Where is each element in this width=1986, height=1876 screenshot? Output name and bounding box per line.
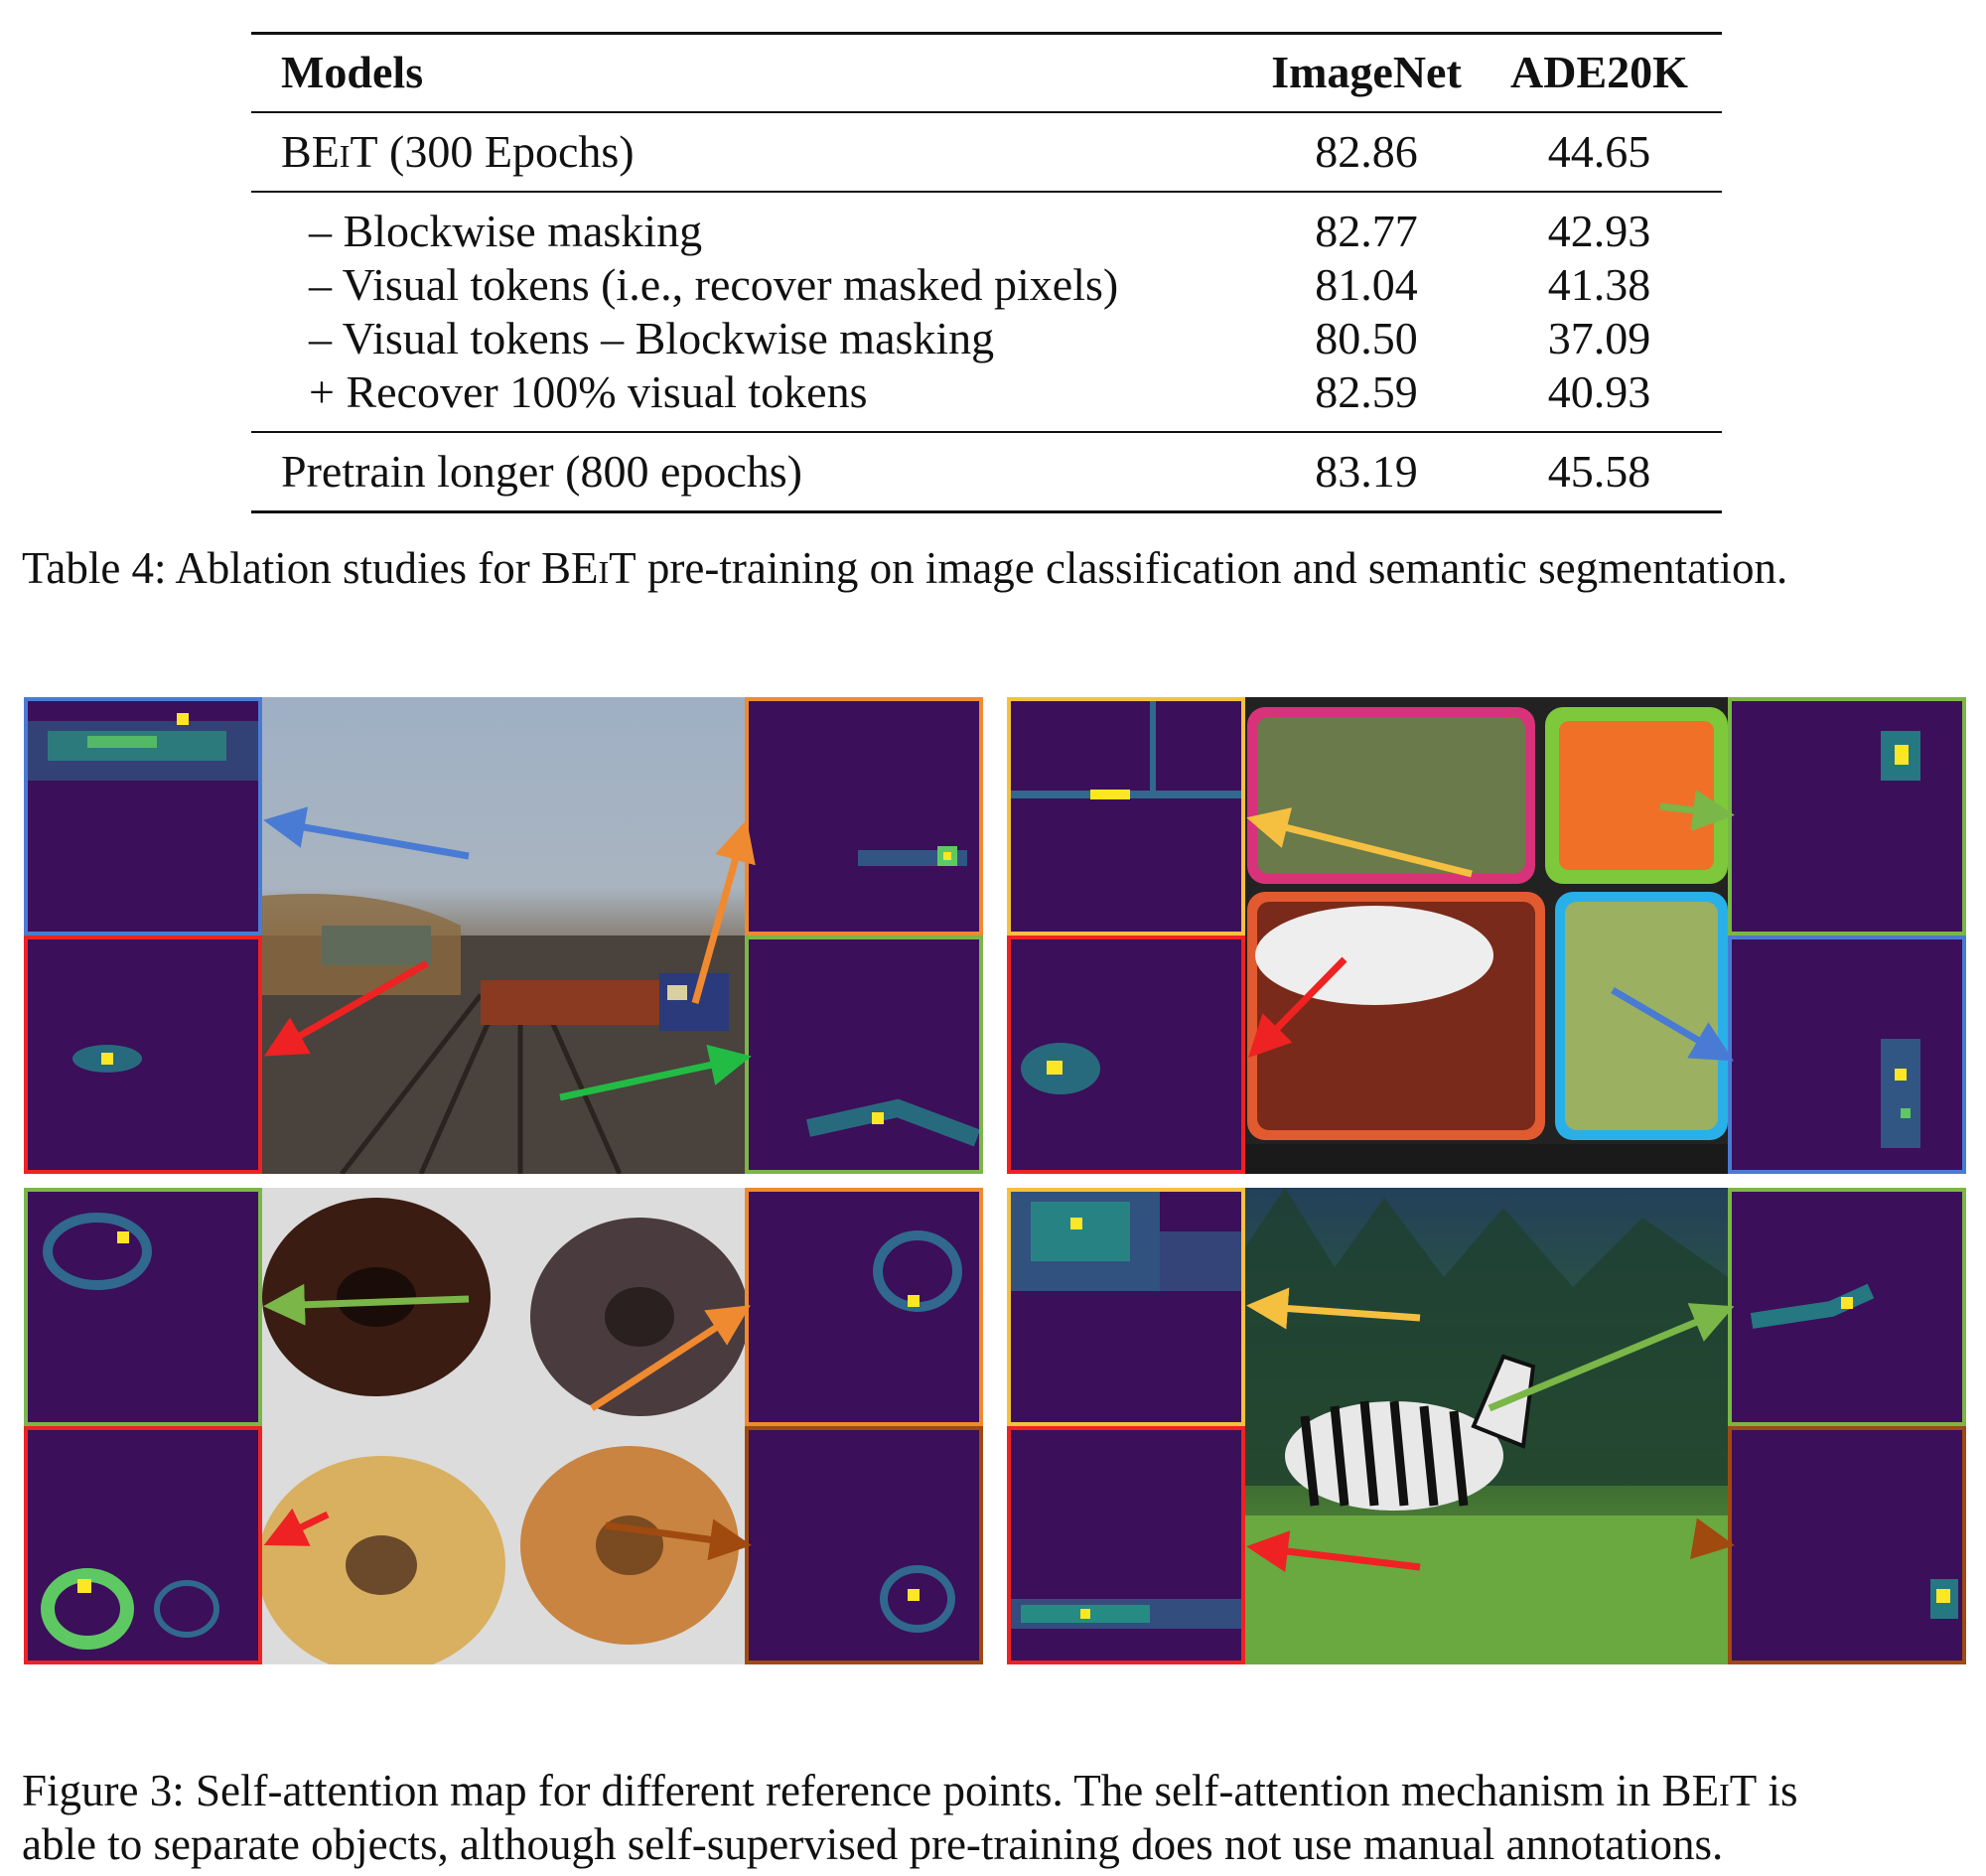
attention-map-top-left bbox=[24, 697, 262, 936]
attention-map-top-left bbox=[24, 1188, 262, 1426]
table-row-longer: Pretrain longer (800 epochs) 83.19 45.58 bbox=[251, 445, 1722, 499]
attention-map-bottom-right bbox=[745, 1426, 983, 1664]
table-header-rule bbox=[251, 111, 1722, 113]
table-mid-rule-2 bbox=[251, 431, 1722, 433]
attention-heatmap bbox=[28, 713, 258, 781]
zebra-scene bbox=[1245, 1188, 1728, 1664]
attention-map-top-left bbox=[1007, 697, 1245, 936]
attention-heatmap bbox=[880, 1565, 955, 1633]
table-row-baseline: BEiT (300 Epochs) 82.86 44.65 bbox=[251, 125, 1722, 179]
attention-heatmap bbox=[873, 1230, 962, 1312]
lunchbox-scene bbox=[1245, 707, 1728, 1174]
attention-heatmap bbox=[1930, 1579, 1958, 1619]
attention-heatmap bbox=[806, 1098, 979, 1147]
attention-heatmap bbox=[1881, 1039, 1920, 1148]
table-mid-rule-1 bbox=[251, 191, 1722, 193]
ablation-ade20k: 42.93 bbox=[1547, 206, 1651, 256]
ablation-imagenet: 82.77 bbox=[1315, 206, 1418, 256]
attention-map-top-right bbox=[745, 1188, 983, 1426]
attention-heatmap bbox=[1011, 1192, 1241, 1291]
attention-heatmap bbox=[1021, 1043, 1100, 1094]
attention-map-top-left bbox=[1007, 1188, 1245, 1426]
table-top-rule bbox=[251, 32, 1722, 35]
train-photo bbox=[262, 697, 745, 1174]
attention-heatmap bbox=[1750, 1283, 1875, 1329]
attention-map-bottom-right bbox=[1728, 936, 1966, 1174]
longer-label: Pretrain longer (800 epochs) bbox=[281, 446, 803, 497]
baseline-imagenet: 82.86 bbox=[1315, 126, 1418, 177]
ablation-label: – Visual tokens (i.e., recover masked pi… bbox=[309, 259, 1119, 310]
attention-map-bottom-left bbox=[1007, 936, 1245, 1174]
table-row: – Visual tokens (i.e., recover masked pi… bbox=[251, 258, 1722, 312]
ablation-label: – Visual tokens – Blockwise masking bbox=[309, 313, 995, 363]
ablation-ade20k: 40.93 bbox=[1547, 366, 1651, 417]
lunchbox-photo bbox=[1245, 697, 1728, 1174]
attention-heatmap bbox=[858, 846, 967, 866]
baseline-label: BEiT (300 Epochs) bbox=[281, 126, 635, 177]
attention-heatmap bbox=[1011, 1599, 1241, 1629]
attention-map-bottom-right bbox=[1728, 1426, 1966, 1664]
ablation-ade20k: 37.09 bbox=[1547, 313, 1651, 363]
attention-map-bottom-left bbox=[1007, 1426, 1245, 1664]
ablation-imagenet: 82.59 bbox=[1315, 366, 1418, 417]
zebra-photo bbox=[1245, 1188, 1728, 1664]
attention-map-top-right bbox=[1728, 1188, 1966, 1426]
figure-caption: Figure 3: Self-attention map for differe… bbox=[22, 1764, 1968, 1871]
table-row: – Blockwise masking 82.77 42.93 bbox=[251, 205, 1722, 258]
attention-map-top-right bbox=[1728, 697, 1966, 936]
figure-caption-line-2: able to separate objects, although self-… bbox=[22, 1819, 1724, 1869]
ablation-imagenet: 81.04 bbox=[1315, 259, 1418, 310]
ablation-ade20k: 41.38 bbox=[1547, 259, 1651, 310]
figure-caption-line-1: Figure 3: Self-attention map for differe… bbox=[22, 1766, 1798, 1815]
attention-map-bottom-right bbox=[745, 936, 983, 1174]
table-caption: Table 4: Ablation studies for BEiT pre-t… bbox=[22, 543, 1788, 593]
table-row: + Recover 100% visual tokens 82.59 40.93 bbox=[251, 365, 1722, 419]
attention-map-top-right bbox=[745, 697, 983, 936]
ablation-label: – Blockwise masking bbox=[309, 206, 703, 256]
table-header-row: Models ImageNet ADE20K bbox=[251, 46, 1722, 99]
header-ade20k: ADE20K bbox=[1510, 47, 1688, 97]
header-imagenet: ImageNet bbox=[1271, 47, 1462, 97]
attention-heatmap bbox=[43, 1213, 152, 1290]
donuts-scene bbox=[262, 1198, 745, 1664]
attention-heatmap bbox=[41, 1568, 219, 1650]
donuts-photo bbox=[262, 1188, 745, 1664]
longer-imagenet: 83.19 bbox=[1315, 446, 1418, 497]
attention-heatmap bbox=[72, 1045, 142, 1073]
baseline-ade20k: 44.65 bbox=[1547, 126, 1651, 177]
table-row: – Visual tokens – Blockwise masking 80.5… bbox=[251, 312, 1722, 365]
longer-ade20k: 45.58 bbox=[1547, 446, 1651, 497]
ablation-imagenet: 80.50 bbox=[1315, 313, 1418, 363]
attention-heatmap bbox=[1011, 701, 1241, 799]
table-bottom-rule bbox=[251, 510, 1722, 513]
attention-heatmap bbox=[1881, 731, 1920, 781]
ablation-label: + Recover 100% visual tokens bbox=[309, 366, 868, 417]
attention-map-bottom-left bbox=[24, 1426, 262, 1664]
header-models: Models bbox=[281, 47, 424, 97]
attention-map-bottom-left bbox=[24, 936, 262, 1174]
train-scene bbox=[262, 894, 745, 1174]
